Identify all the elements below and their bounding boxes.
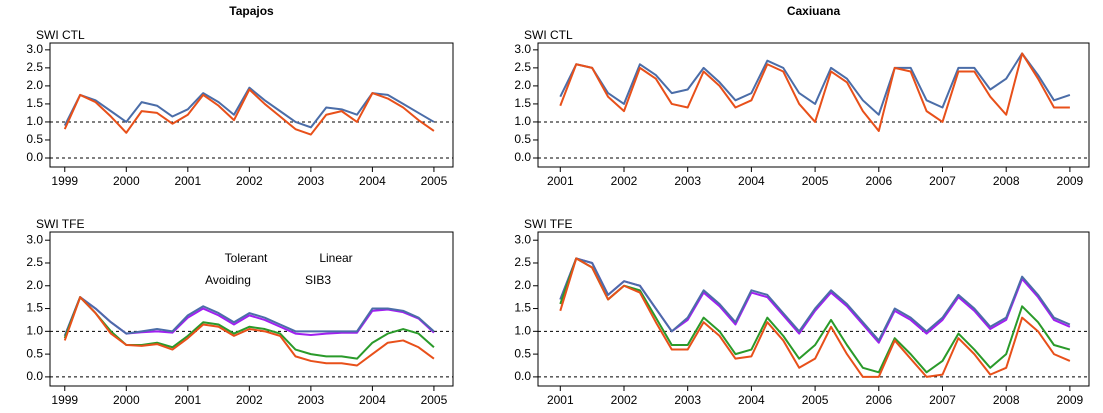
y-tick-label: 3.0: [514, 232, 531, 246]
x-tick-label: 2003: [298, 174, 325, 188]
series-line: [559, 257, 1071, 344]
series-line: [63, 88, 435, 136]
x-tick-label: 2000: [113, 393, 140, 407]
y-tick-label: 0.0: [514, 150, 531, 164]
y-tick-label: 2.5: [26, 60, 43, 74]
x-tick-label: 2005: [802, 393, 829, 407]
y-tick-label: 3.0: [26, 42, 43, 56]
y-tick-label: 0.5: [514, 132, 531, 146]
y-tick-label: 2.0: [514, 78, 531, 92]
x-tick-label: 2001: [174, 393, 201, 407]
x-tick-label: 2001: [174, 174, 201, 188]
y-tick-label: 0.0: [26, 369, 43, 383]
x-tick-label: 2002: [611, 393, 638, 407]
legend-entry: Avoiding: [205, 273, 251, 287]
y-tick-label: 2.5: [514, 60, 531, 74]
x-tick-label: 2005: [802, 174, 829, 188]
plot-frame: [537, 231, 1090, 387]
series-line: [559, 257, 1071, 374]
x-tick-label: 2001: [547, 393, 574, 407]
y-tick-label: 2.0: [26, 278, 43, 292]
panel-title: Tapajos: [229, 4, 274, 18]
plot-frame: [537, 42, 1090, 168]
series-line: [559, 257, 1071, 378]
x-tick-label: 2007: [929, 393, 956, 407]
y-tick-label: 0.5: [514, 346, 531, 360]
series-line: [559, 52, 1070, 132]
x-tick-label: 2008: [993, 393, 1020, 407]
x-tick-label: 2005: [421, 174, 448, 188]
x-tick-label: 2003: [674, 174, 701, 188]
x-tick-label: 2000: [113, 174, 140, 188]
series-line: [63, 296, 435, 367]
y-axis-label: SWI CTL: [524, 28, 573, 42]
x-tick-label: 2003: [298, 393, 325, 407]
plot-frame: [49, 42, 454, 168]
x-tick-label: 1999: [51, 174, 78, 188]
series-line: [559, 257, 1071, 342]
x-tick-label: 2008: [993, 174, 1020, 188]
y-tick-label: 3.0: [514, 42, 531, 56]
legend-entry: Linear: [319, 251, 352, 265]
x-tick-label: 2007: [929, 174, 956, 188]
x-tick-label: 2004: [359, 393, 386, 407]
x-tick-label: 1999: [51, 393, 78, 407]
y-tick-label: 2.0: [26, 78, 43, 92]
x-tick-label: 2005: [421, 393, 448, 407]
x-tick-label: 2001: [547, 174, 574, 188]
y-tick-label: 0.0: [26, 150, 43, 164]
y-tick-label: 2.0: [514, 278, 531, 292]
x-tick-label: 2002: [236, 393, 263, 407]
legend-entry: Tolerant: [225, 251, 268, 265]
x-tick-label: 2009: [1057, 393, 1084, 407]
series-line: [559, 52, 1071, 116]
y-tick-label: 3.0: [26, 232, 43, 246]
y-tick-label: 1.5: [26, 96, 43, 110]
y-tick-label: 1.5: [514, 301, 531, 315]
x-tick-label: 2004: [359, 174, 386, 188]
series-line: [63, 86, 435, 129]
y-tick-label: 2.5: [26, 255, 43, 269]
series-line: [63, 296, 435, 337]
y-tick-label: 1.0: [26, 323, 43, 337]
y-tick-label: 1.0: [26, 114, 43, 128]
x-tick-label: 2006: [865, 393, 892, 407]
x-tick-label: 2004: [738, 393, 765, 407]
x-tick-label: 2002: [236, 174, 263, 188]
y-tick-label: 1.0: [514, 323, 531, 337]
y-tick-label: 1.5: [514, 96, 531, 110]
y-tick-label: 1.0: [514, 114, 531, 128]
panel-title: Caxiuana: [787, 4, 841, 18]
y-axis-label: SWI TFE: [36, 217, 84, 231]
y-tick-label: 0.5: [26, 346, 43, 360]
y-tick-label: 1.5: [26, 301, 43, 315]
legend-entry: SIB3: [305, 273, 331, 287]
x-tick-label: 2006: [865, 174, 892, 188]
x-tick-label: 2004: [738, 174, 765, 188]
y-tick-label: 2.5: [514, 255, 531, 269]
x-tick-label: 2009: [1057, 174, 1084, 188]
y-axis-label: SWI CTL: [36, 28, 85, 42]
x-tick-label: 2002: [611, 174, 638, 188]
y-tick-label: 0.5: [26, 132, 43, 146]
x-tick-label: 2003: [674, 393, 701, 407]
y-axis-label: SWI TFE: [524, 217, 572, 231]
y-tick-label: 0.0: [514, 369, 531, 383]
